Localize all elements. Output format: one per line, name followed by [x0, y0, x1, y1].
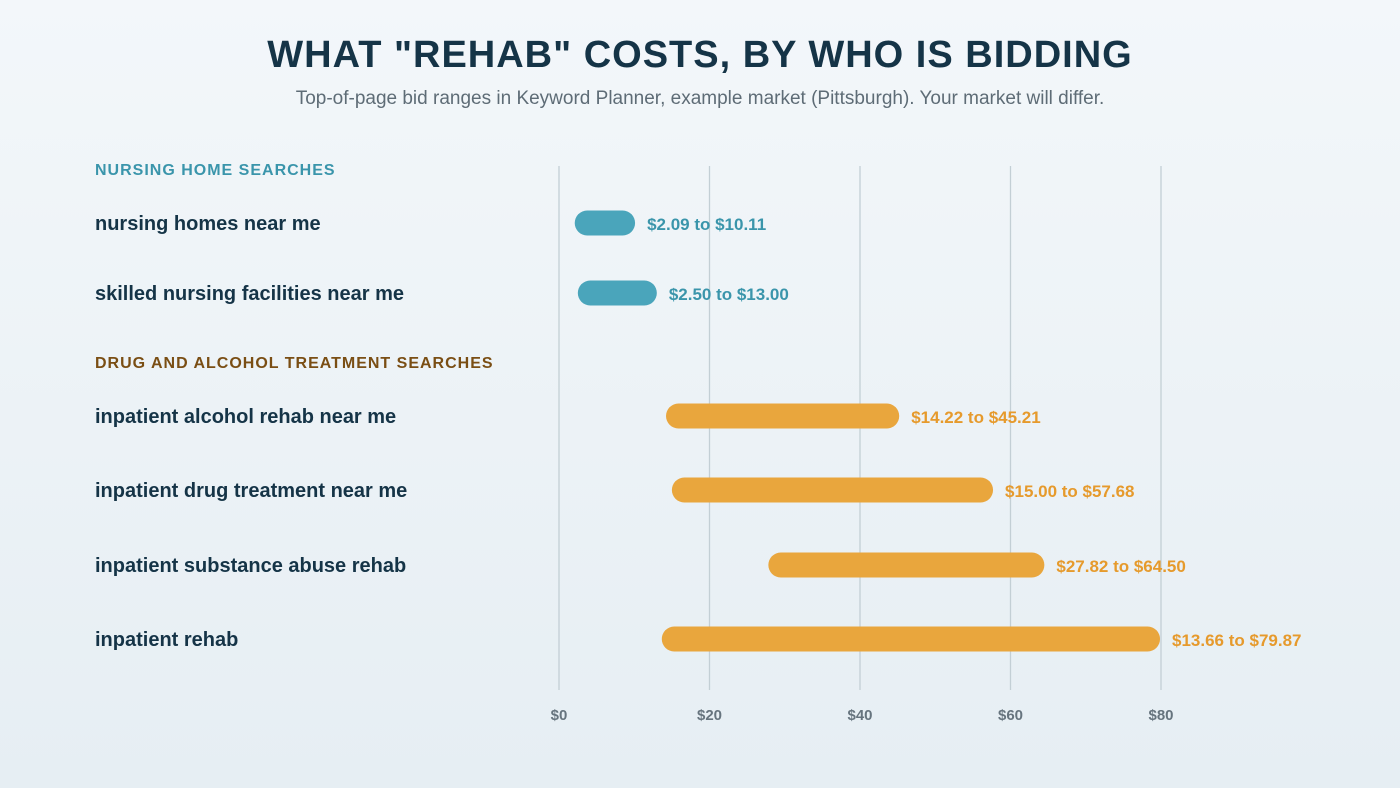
x-tick-label: $60	[998, 707, 1023, 724]
data-label: $14.22 to $45.21	[911, 408, 1040, 427]
x-tick-label: $20	[697, 707, 722, 724]
row-label: inpatient alcohol rehab near me	[95, 406, 396, 428]
data-label: $27.82 to $64.50	[1056, 557, 1185, 576]
section-heading: NURSING HOME SEARCHES	[95, 162, 336, 179]
range-bar	[661, 626, 1161, 652]
row-label: skilled nursing facilities near me	[95, 283, 404, 305]
chart-title: WHAT "REHAB" COSTS, BY WHO IS BIDDING	[267, 34, 1133, 76]
range-bar	[577, 280, 657, 306]
row-label: inpatient substance abuse rehab	[95, 555, 406, 577]
section-heading: DRUG AND ALCOHOL TREATMENT SEARCHES	[95, 355, 494, 372]
row-label: inpatient drug treatment near me	[95, 480, 407, 502]
row-label: nursing homes near me	[95, 213, 321, 235]
range-bar	[671, 477, 994, 503]
range-bar	[666, 403, 900, 429]
x-tick-label: $0	[551, 707, 568, 724]
data-label: $2.09 to $10.11	[647, 215, 766, 234]
chart-subtitle: Top-of-page bid ranges in Keyword Planne…	[295, 88, 1105, 109]
row-label: inpatient rehab	[95, 629, 238, 651]
data-label: $13.66 to $79.87	[1172, 631, 1301, 650]
data-label: $15.00 to $57.68	[1005, 482, 1134, 501]
x-tick-label: $40	[847, 707, 872, 724]
range-bar	[768, 552, 1045, 578]
data-label: $2.50 to $13.00	[669, 285, 789, 304]
x-tick-label: $80	[1148, 707, 1173, 724]
range-bar	[574, 210, 636, 236]
